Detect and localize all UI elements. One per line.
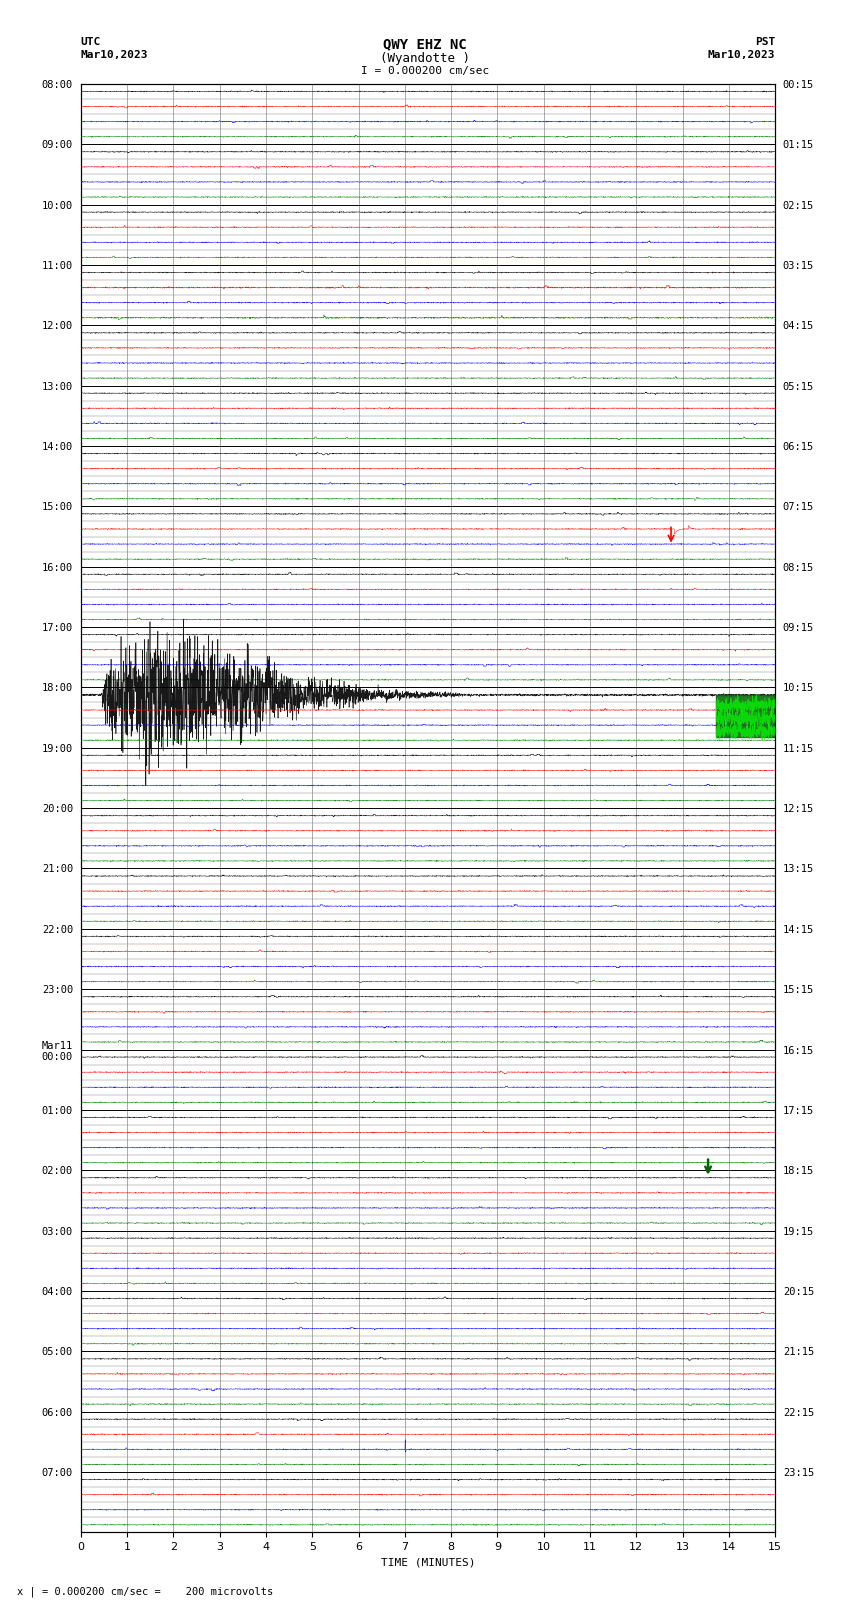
Text: (Wyandotte ): (Wyandotte ) [380, 52, 470, 65]
Text: x | = 0.000200 cm/sec =    200 microvolts: x | = 0.000200 cm/sec = 200 microvolts [17, 1586, 273, 1597]
Text: I = 0.000200 cm/sec: I = 0.000200 cm/sec [361, 66, 489, 76]
Text: PST: PST [755, 37, 775, 47]
Text: QWY EHZ NC: QWY EHZ NC [383, 37, 467, 52]
Bar [716, 695, 775, 737]
Text: UTC: UTC [81, 37, 101, 47]
X-axis label: TIME (MINUTES): TIME (MINUTES) [381, 1558, 475, 1568]
Text: Mar10,2023: Mar10,2023 [708, 50, 775, 60]
Text: Mar10,2023: Mar10,2023 [81, 50, 148, 60]
